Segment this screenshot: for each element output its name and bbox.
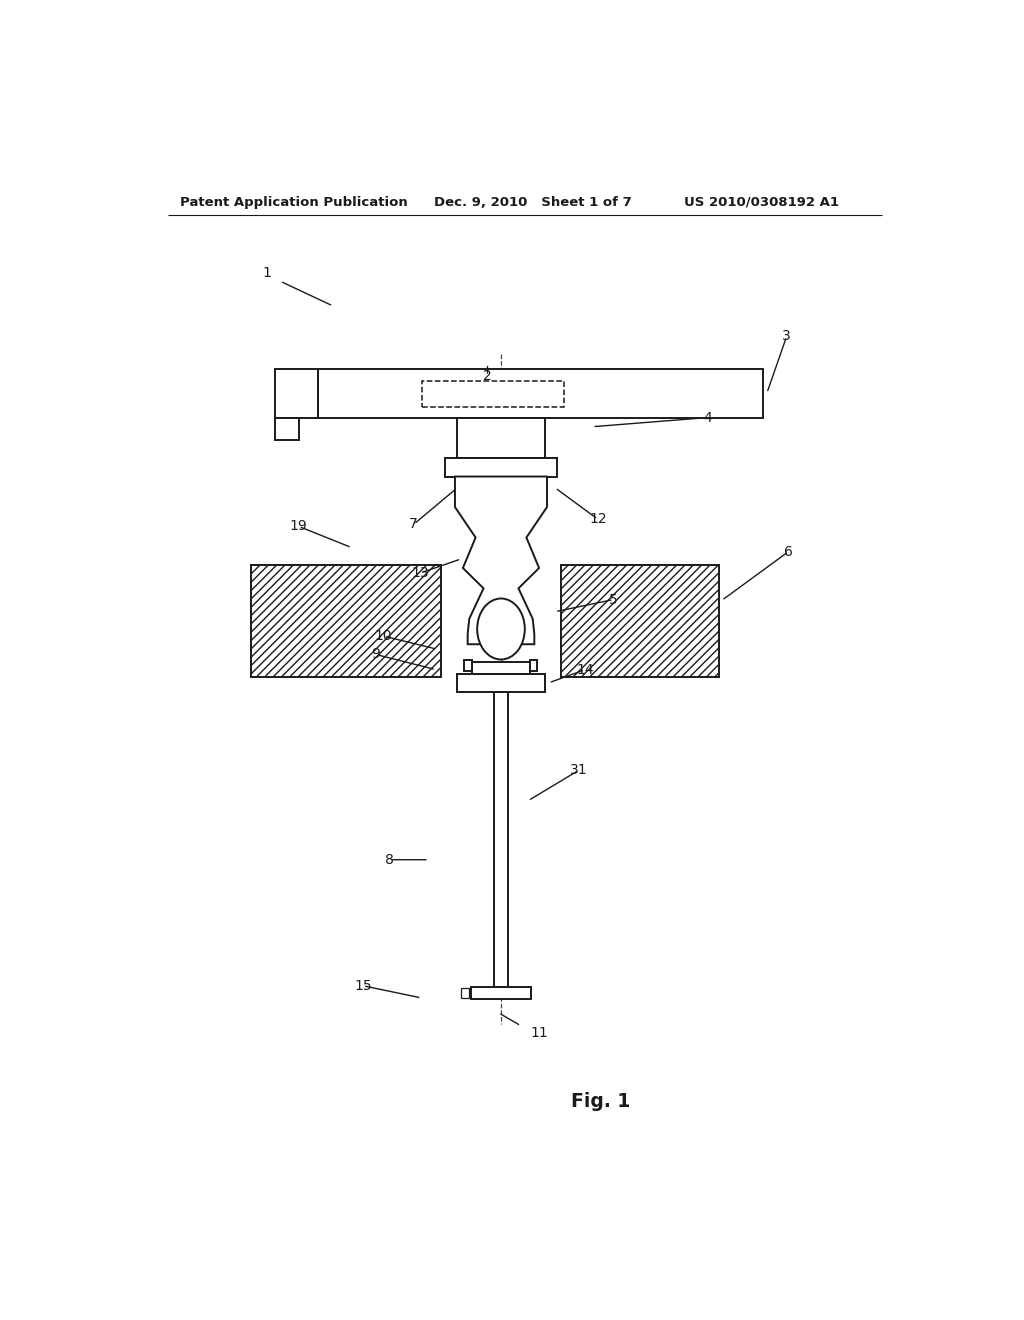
- Bar: [465, 660, 472, 671]
- Text: 10: 10: [375, 630, 392, 643]
- Text: Patent Application Publication: Patent Application Publication: [179, 195, 408, 209]
- Text: 5: 5: [609, 593, 618, 606]
- Text: 13: 13: [412, 566, 429, 579]
- Bar: [529, 660, 538, 671]
- Bar: [461, 987, 469, 998]
- PathPatch shape: [455, 477, 547, 644]
- Text: 11: 11: [530, 1026, 548, 1040]
- Text: 4: 4: [702, 411, 712, 425]
- Text: 19: 19: [290, 519, 307, 533]
- Text: Dec. 9, 2010   Sheet 1 of 7: Dec. 9, 2010 Sheet 1 of 7: [433, 195, 631, 209]
- Bar: [472, 661, 529, 673]
- Bar: [274, 368, 318, 417]
- Text: 31: 31: [570, 763, 588, 777]
- Circle shape: [477, 598, 524, 660]
- Text: 7: 7: [410, 517, 418, 532]
- Text: Fig. 1: Fig. 1: [570, 1092, 630, 1111]
- Bar: [318, 368, 763, 417]
- Text: US 2010/0308192 A1: US 2010/0308192 A1: [684, 195, 839, 209]
- Text: 1: 1: [262, 267, 271, 280]
- Bar: [458, 417, 545, 458]
- Text: 12: 12: [589, 512, 606, 527]
- Text: 15: 15: [354, 978, 372, 993]
- Bar: [494, 692, 508, 987]
- Text: 8: 8: [385, 853, 394, 867]
- Bar: [560, 565, 719, 677]
- Text: 6: 6: [783, 545, 793, 558]
- Bar: [422, 381, 564, 408]
- Text: 2: 2: [483, 368, 492, 383]
- Bar: [274, 417, 299, 440]
- Text: 3: 3: [782, 329, 792, 343]
- Text: 9: 9: [371, 647, 380, 661]
- Bar: [458, 673, 545, 692]
- Bar: [251, 565, 441, 677]
- Bar: [471, 987, 530, 999]
- Bar: [445, 458, 557, 477]
- Text: 14: 14: [577, 663, 594, 677]
